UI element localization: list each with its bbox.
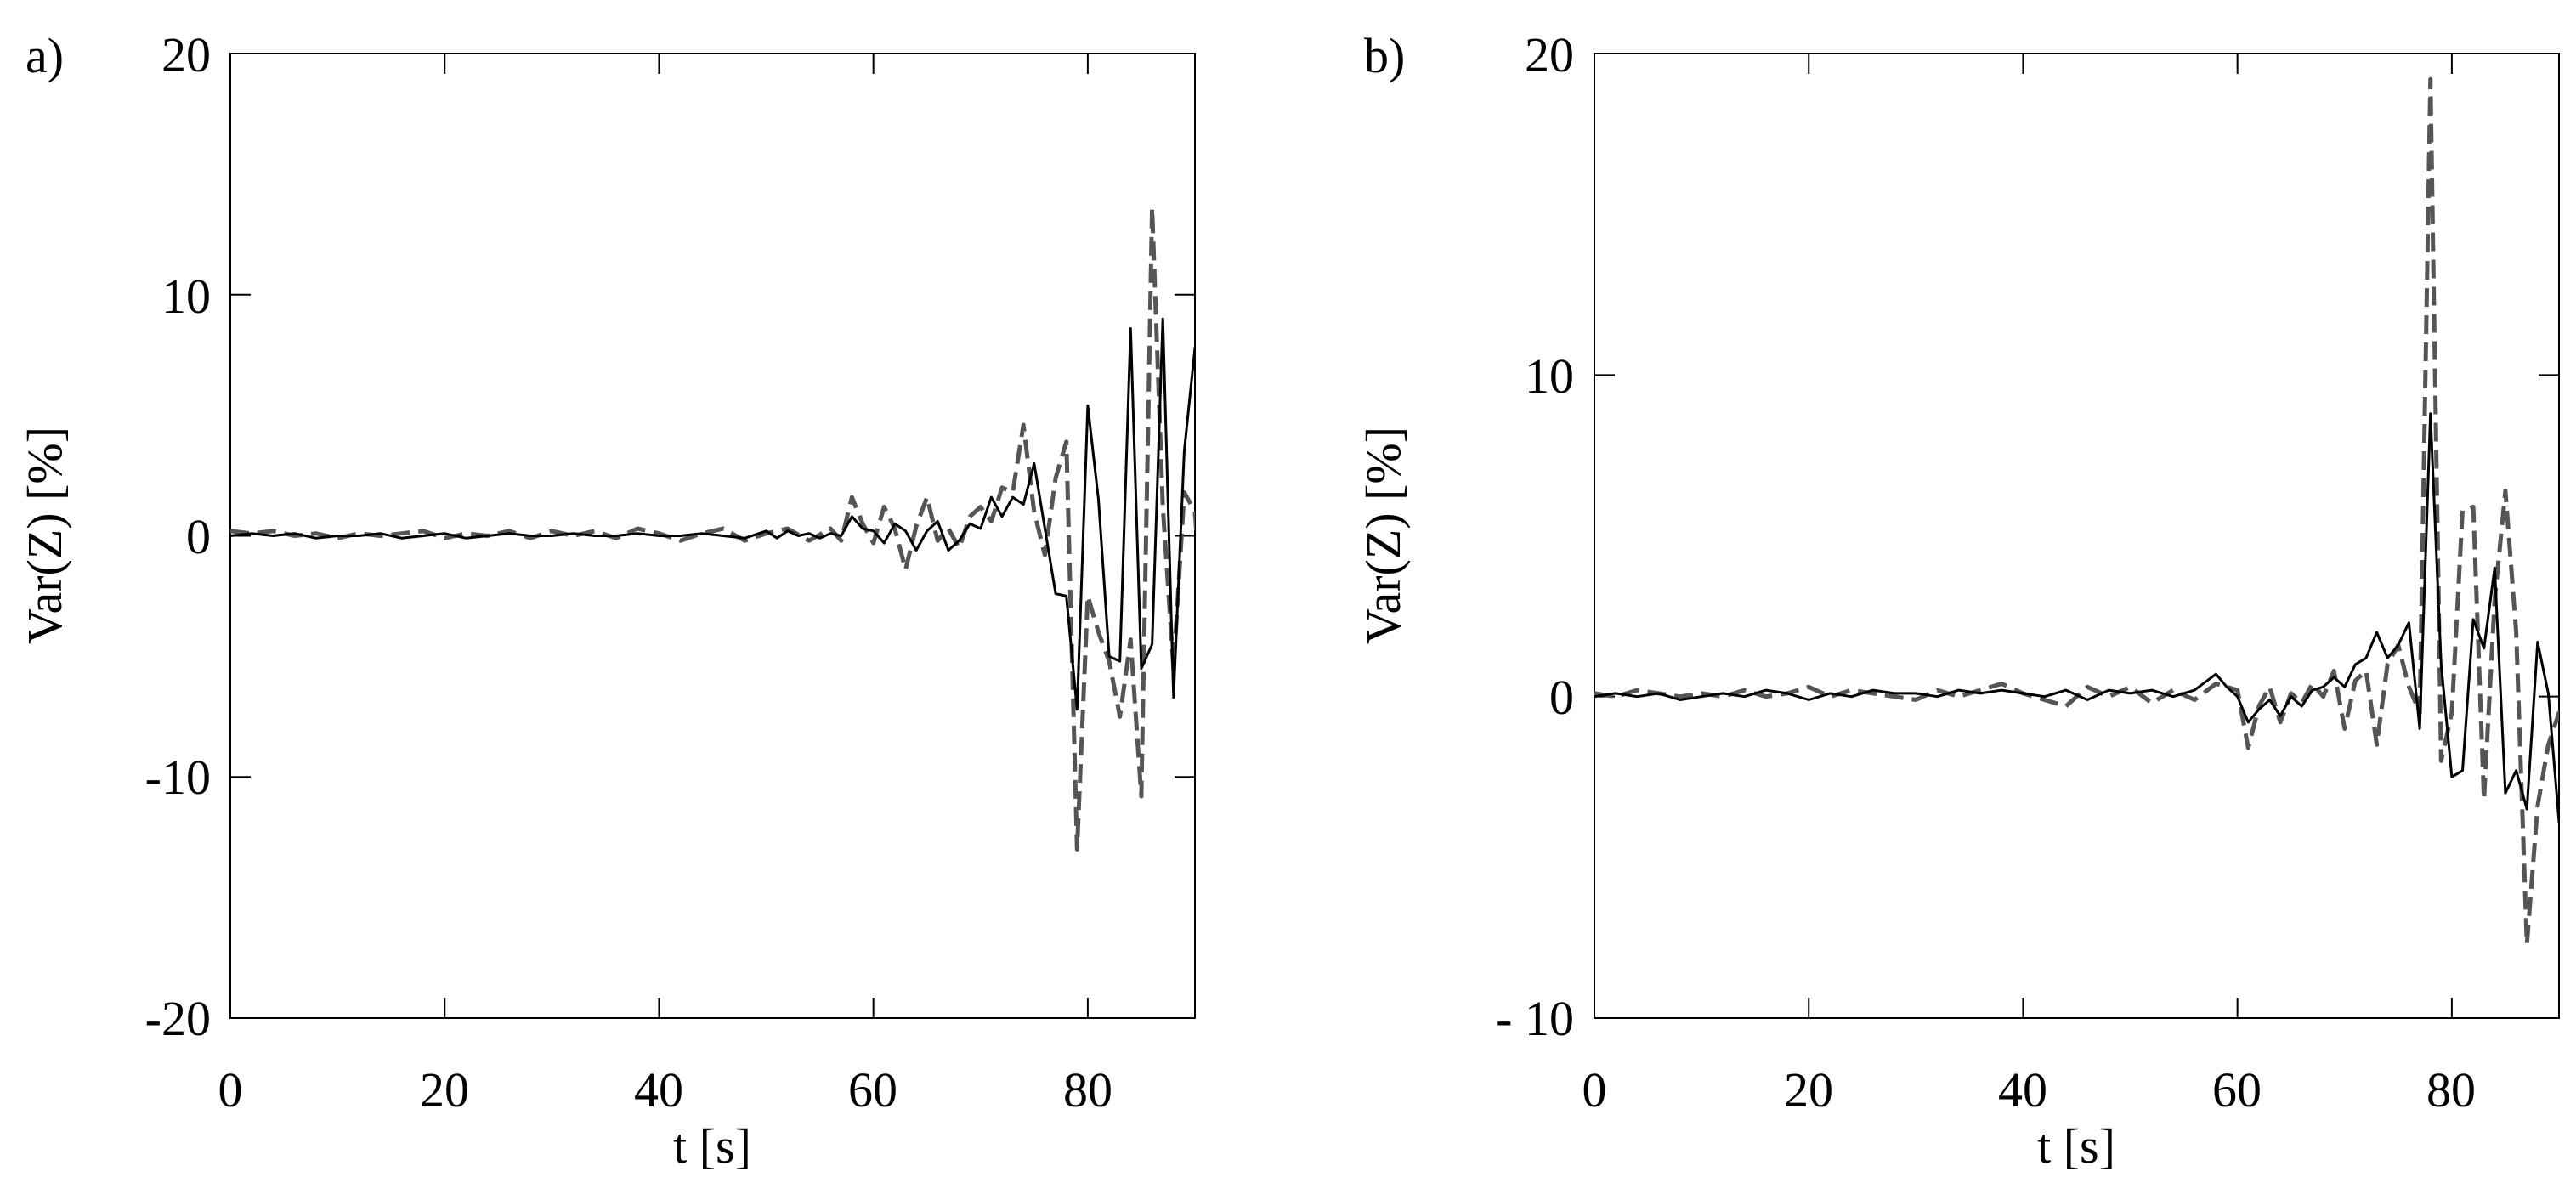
x-axis-label-b: t [s]: [2037, 1118, 2115, 1174]
chart-panel-b: b) 0 20 40 60 80 - 10 0 10 20 t [s] Var(…: [1356, 27, 2560, 1174]
y-tick-label: 0: [186, 509, 211, 564]
panel-label-b: b): [1364, 28, 1405, 83]
x-tick-label: 80: [1063, 1062, 1112, 1118]
series-group-a: [230, 206, 1195, 852]
series-line-dashed: [230, 206, 1195, 852]
y-tick-label: -10: [145, 750, 211, 805]
chart-panel-a: a) 0 20 40 60 80 -20 -10 0 10 20 t [s] V…: [17, 27, 1196, 1174]
y-axis-label-a: Var(Z) [%]: [17, 427, 72, 644]
y-tick-marks-b: [1594, 53, 2559, 1019]
y-tick-label: 0: [1549, 670, 1574, 725]
y-tick-marks-a: [230, 53, 1195, 1019]
x-axis-label-a: t [s]: [673, 1118, 751, 1174]
x-tick-label: 80: [2426, 1062, 2476, 1118]
panel-label-a: a): [25, 28, 64, 83]
y-tick-label: 20: [161, 27, 211, 82]
x-tick-label: 40: [634, 1062, 683, 1118]
series-line-solid: [1594, 412, 2559, 823]
series-line-dashed: [1594, 76, 2559, 947]
series-line-solid: [230, 317, 1195, 711]
x-tick-label: 20: [1784, 1062, 1833, 1118]
plot-frame-b: [1594, 53, 2560, 1019]
x-tick-label: 0: [1582, 1062, 1607, 1118]
y-tick-label: 10: [1525, 348, 1574, 404]
y-tick-label: - 10: [1496, 991, 1574, 1046]
x-tick-marks-a: [229, 54, 1089, 1018]
x-tick-label: 0: [218, 1062, 243, 1118]
x-tick-label: 20: [420, 1062, 469, 1118]
x-tick-marks-b: [1594, 54, 2453, 1018]
y-tick-label: 20: [1525, 27, 1574, 82]
y-tick-label: -20: [145, 991, 211, 1046]
x-tick-label: 60: [2212, 1062, 2262, 1118]
x-tick-label: 60: [848, 1062, 897, 1118]
y-axis-label-b: Var(Z) [%]: [1356, 427, 1411, 644]
y-tick-label: 10: [161, 269, 211, 324]
series-group-b: [1594, 76, 2559, 947]
x-tick-label: 40: [1998, 1062, 2047, 1118]
